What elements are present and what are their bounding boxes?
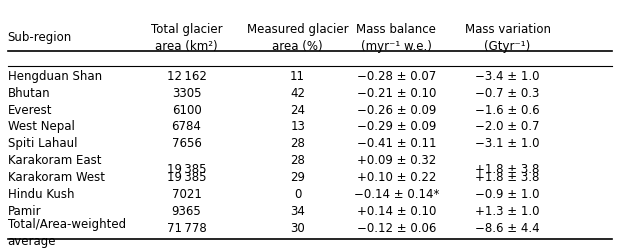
Text: 6100: 6100 (172, 104, 202, 116)
Text: 9365: 9365 (172, 205, 202, 218)
Text: +0.14 ± 0.10: +0.14 ± 0.10 (356, 205, 436, 218)
Text: 13: 13 (290, 120, 305, 134)
Text: 29: 29 (290, 171, 305, 184)
Text: 28: 28 (290, 137, 305, 150)
Text: 3305: 3305 (172, 87, 202, 100)
Text: 0: 0 (294, 188, 301, 201)
Text: Total glacier
area (km²): Total glacier area (km²) (151, 22, 223, 52)
Text: +1.3 ± 1.0: +1.3 ± 1.0 (476, 205, 540, 218)
Text: −3.4 ± 1.0: −3.4 ± 1.0 (476, 70, 540, 83)
Text: −0.14 ± 0.14*: −0.14 ± 0.14* (354, 188, 439, 201)
Text: Total/Area-weighted: Total/Area-weighted (7, 218, 126, 231)
Text: 24: 24 (290, 104, 305, 116)
Text: −0.9 ± 1.0: −0.9 ± 1.0 (476, 188, 540, 201)
Text: Hengduan Shan: Hengduan Shan (7, 70, 102, 83)
Text: Mass balance
(myr⁻¹ w.e.): Mass balance (myr⁻¹ w.e.) (356, 22, 436, 52)
Text: Bhutan: Bhutan (7, 87, 50, 100)
Text: Mass variation
(Gtyr⁻¹): Mass variation (Gtyr⁻¹) (464, 22, 551, 52)
Text: −0.26 ± 0.09: −0.26 ± 0.09 (356, 104, 436, 116)
Text: +0.10 ± 0.22: +0.10 ± 0.22 (356, 171, 436, 184)
Text: 71 778: 71 778 (167, 222, 206, 235)
Text: −0.7 ± 0.3: −0.7 ± 0.3 (476, 87, 539, 100)
Text: Everest: Everest (7, 104, 52, 116)
Text: −3.1 ± 1.0: −3.1 ± 1.0 (476, 137, 540, 150)
Text: average: average (7, 235, 56, 248)
Text: +0.09 ± 0.32: +0.09 ± 0.32 (356, 154, 436, 167)
Text: 19 385: 19 385 (167, 171, 206, 184)
Text: 7656: 7656 (172, 137, 202, 150)
Text: West Nepal: West Nepal (7, 120, 74, 134)
Text: Hindu Kush: Hindu Kush (7, 188, 74, 201)
Text: −2.0 ± 0.7: −2.0 ± 0.7 (476, 120, 540, 134)
Text: −0.29 ± 0.09: −0.29 ± 0.09 (356, 120, 436, 134)
Text: −1.6 ± 0.6: −1.6 ± 0.6 (475, 104, 540, 116)
Text: Spiti Lahaul: Spiti Lahaul (7, 137, 77, 150)
Text: 6784: 6784 (172, 120, 202, 134)
Text: 7021: 7021 (172, 188, 202, 201)
Text: +1.8 ± 3.8: +1.8 ± 3.8 (476, 171, 539, 184)
Text: 12 162: 12 162 (167, 70, 206, 83)
Text: −0.41 ± 0.11: −0.41 ± 0.11 (356, 137, 436, 150)
Text: Pamir: Pamir (7, 205, 41, 218)
Text: −0.21 ± 0.10: −0.21 ± 0.10 (356, 87, 436, 100)
Text: 28: 28 (290, 154, 305, 167)
Text: +1.8 ± 3.8: +1.8 ± 3.8 (476, 163, 539, 176)
Text: 19 385: 19 385 (167, 163, 206, 176)
Text: 30: 30 (290, 222, 305, 235)
Text: Sub-region: Sub-region (7, 31, 72, 44)
Text: −0.28 ± 0.07: −0.28 ± 0.07 (356, 70, 436, 83)
Text: Karakoram East: Karakoram East (7, 154, 101, 167)
Text: 42: 42 (290, 87, 305, 100)
Text: −8.6 ± 4.4: −8.6 ± 4.4 (475, 222, 540, 235)
Text: 34: 34 (290, 205, 305, 218)
Text: Karakoram West: Karakoram West (7, 171, 105, 184)
Text: −0.12 ± 0.06: −0.12 ± 0.06 (356, 222, 436, 235)
Text: Measured glacier
area (%): Measured glacier area (%) (247, 22, 348, 52)
Text: 11: 11 (290, 70, 305, 83)
